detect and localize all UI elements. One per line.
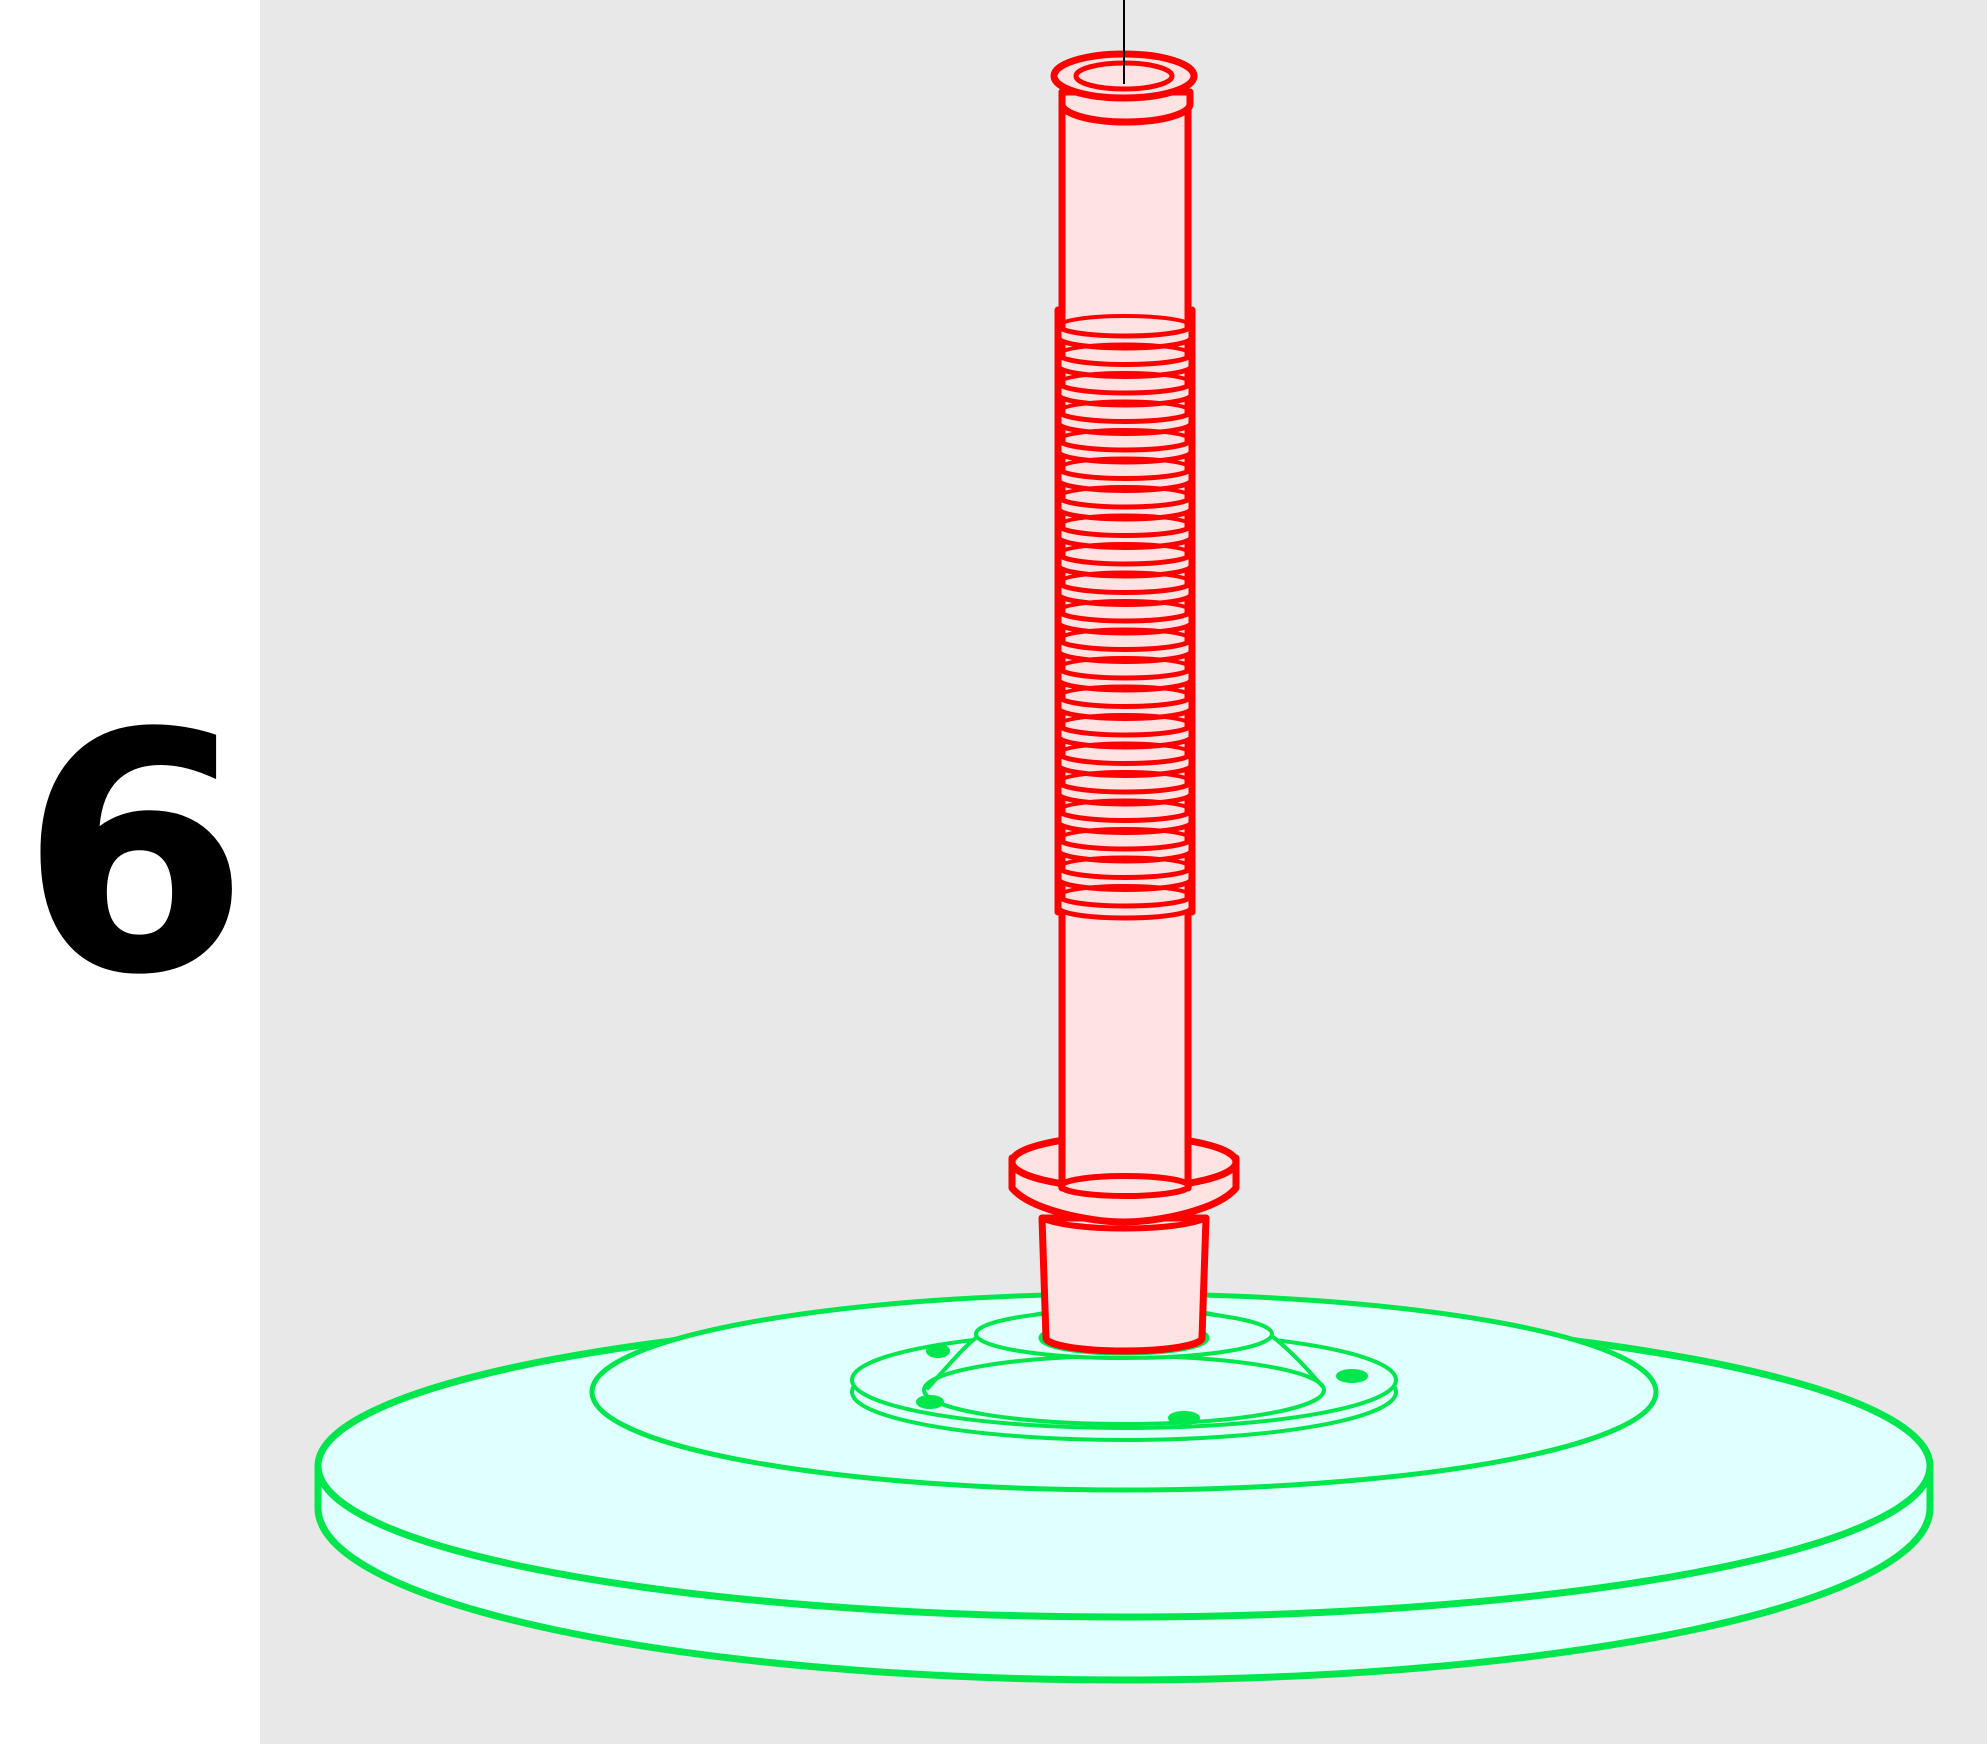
thread-crest xyxy=(1057,599,1193,613)
thread-crest xyxy=(1057,513,1193,528)
stem-lower-section xyxy=(1038,1214,1210,1355)
thread-crest xyxy=(1057,456,1193,471)
thread-crest xyxy=(1057,656,1193,670)
thread-crest xyxy=(1057,570,1193,585)
thread-crest xyxy=(1057,371,1193,385)
thread-crest xyxy=(1057,684,1193,699)
valve-stem xyxy=(1008,50,1240,1355)
stem-shaft-collar-join xyxy=(1058,1173,1192,1199)
thread-crest xyxy=(1057,770,1193,784)
thread-crest xyxy=(1057,399,1193,414)
bolt-hole xyxy=(916,1395,944,1409)
thread-crest xyxy=(1057,542,1193,556)
thread-crest xyxy=(1057,855,1193,870)
thread-crest xyxy=(1057,713,1193,727)
thread-crest xyxy=(1057,314,1193,328)
stem-shaft xyxy=(1058,88,1192,1192)
step-margin: 6 xyxy=(0,0,260,1744)
stem-collar-shoulder xyxy=(1039,1215,1209,1232)
step-number: 6 xyxy=(20,663,250,1047)
thread-crest xyxy=(1057,342,1193,357)
bolt-hole xyxy=(926,1344,950,1358)
thread-crest xyxy=(1057,485,1193,499)
thread-crest xyxy=(1057,827,1193,841)
bolt-hole xyxy=(1336,1369,1368,1383)
bolt-hole xyxy=(1168,1411,1200,1425)
thread-crest xyxy=(1057,428,1193,442)
thread-crest xyxy=(1057,741,1193,756)
thread-crest xyxy=(1057,627,1193,642)
base-disc xyxy=(314,1291,1934,1684)
thread-crest xyxy=(1057,884,1193,898)
stem-threads xyxy=(1056,314,1194,921)
stem-top-cap xyxy=(1058,88,1194,126)
thread-crest xyxy=(1057,798,1193,813)
